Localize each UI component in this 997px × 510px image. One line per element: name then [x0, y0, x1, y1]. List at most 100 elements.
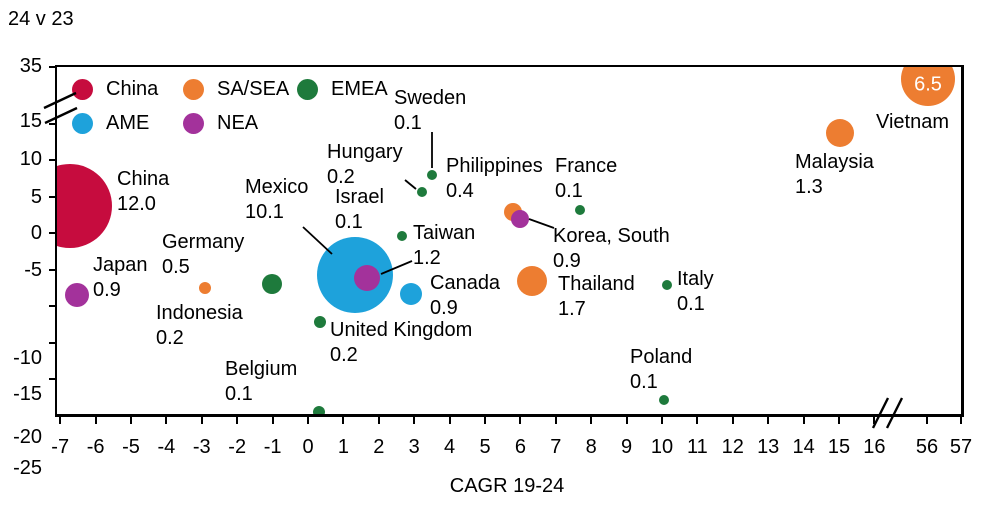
x-tick--5 [130, 416, 132, 424]
x-tick-label-13: 13 [757, 436, 780, 458]
label-line: Thailand [558, 273, 635, 295]
label-line: 0.2 [327, 166, 355, 188]
bubble-malaysia [826, 119, 854, 147]
chart-title: 24 v 23 [8, 8, 74, 30]
label-line: 0.2 [330, 344, 358, 366]
label-line: Taiwan [413, 222, 476, 244]
y-tick-label-15: 15 [19, 110, 42, 132]
legend-label-emea: EMEA [331, 78, 388, 100]
x-tick-label-7: 7 [550, 436, 562, 458]
label-china: China 12.0 [117, 167, 169, 217]
label-line: Hungary [327, 141, 403, 163]
x-tick-3 [413, 416, 416, 424]
x-tick-label-1: 1 [337, 436, 349, 458]
legend-label-sa-sea: SA/SEA [217, 78, 290, 100]
x-tick-12 [731, 416, 734, 424]
label-belgium: Belgium 0.1 [225, 357, 297, 407]
x-tick-10 [661, 416, 663, 424]
label-line: United Kingdom [330, 319, 473, 341]
label-vietnam: Vietnam [876, 110, 949, 135]
x-tick-label--6: -6 [86, 436, 105, 458]
label-united-kingdom: United Kingdom 0.2 [330, 318, 472, 368]
bubble-thailand [517, 266, 547, 296]
x-tick-0 [307, 416, 309, 424]
x-tick--3 [200, 416, 203, 424]
label-line: China [117, 168, 170, 190]
plot-frame [55, 65, 964, 417]
legend-item-ame: AME [72, 112, 149, 135]
legend-swatch-ame-icon [72, 113, 93, 134]
label-germany: Germany 0.5 [162, 230, 244, 280]
bubble-italy [662, 280, 672, 290]
bubble-japan [65, 283, 89, 307]
bubble-israel [397, 231, 407, 241]
legend-item-emea: EMEA [297, 78, 388, 101]
x-tick-label-5: 5 [479, 436, 491, 458]
y-tick-label-5: 5 [30, 186, 42, 208]
label-line: 0.1 [677, 293, 705, 315]
legend-item-china: China [72, 78, 158, 101]
legend-swatch-sa-sea-icon [183, 79, 204, 100]
y-tick-3 [49, 196, 57, 198]
legend-swatch-nea-icon [183, 113, 204, 134]
bubble-united-kingdom [314, 316, 326, 328]
y-tick-label-0: 0 [30, 222, 42, 244]
label-line: 0.1 [555, 180, 583, 202]
bubble-canada [400, 283, 422, 305]
x-tick-56 [926, 416, 928, 424]
x-tick-14 [802, 416, 805, 424]
y-tick-label-15: -15 [13, 383, 42, 405]
bubble-value-vietnam: 6.5 [914, 73, 942, 96]
x-tick-label-4: 4 [444, 436, 456, 458]
y-tick-label-5: -5 [24, 259, 42, 281]
label-line: France [555, 155, 618, 177]
x-tick-label--1: -1 [263, 436, 282, 458]
y-tick-8 [49, 378, 57, 380]
x-tick--7 [59, 416, 62, 424]
label-line: 10.1 [245, 201, 284, 223]
x-tick-7 [554, 416, 557, 424]
label-line: 0.9 [430, 297, 458, 319]
bubble-sweden [427, 170, 437, 180]
x-axis-label: CAGR 19-24 [449, 475, 565, 497]
x-tick-label--3: -3 [192, 436, 211, 458]
x-tick--1 [271, 416, 274, 424]
x-tick-15 [838, 416, 840, 424]
x-tick-label--7: -7 [51, 436, 70, 458]
label-line: 0.1 [225, 383, 253, 405]
x-tick-1 [342, 416, 345, 424]
label-line: 1.7 [558, 298, 586, 320]
label-line: 0.1 [394, 112, 422, 134]
label-line: 0.5 [162, 256, 190, 278]
x-tick-label-6: 6 [514, 436, 526, 458]
x-tick-label-0: 0 [302, 436, 314, 458]
legend-item-nea: NEA [183, 112, 258, 135]
label-line: Canada [430, 272, 501, 294]
label-taiwan: Taiwan 1.2 [413, 221, 475, 271]
label-line: Indonesia [156, 302, 243, 324]
label-line: Germany [162, 231, 245, 253]
label-japan: Japan 0.9 [93, 253, 148, 303]
bubble-korea-south [511, 210, 529, 228]
label-hungary: Hungary 0.2 [327, 140, 403, 190]
y-tick-label-25: -25 [13, 457, 42, 479]
plot-area: China SA/SEA EMEA AME NEA China 12.0 Japan 0.9 Ge… [57, 67, 961, 414]
callout-hungary [404, 179, 417, 190]
label-line: Malaysia [795, 151, 874, 173]
x-tick-label-16: 16 [863, 436, 886, 458]
x-tick-label-15: 15 [827, 436, 851, 458]
label-mexico: Mexico 10.1 [245, 175, 308, 225]
x-tick-label-8: 8 [585, 436, 597, 458]
legend-swatch-china-icon [72, 79, 93, 100]
legend-item-sa-sea: SA/SEA [183, 78, 289, 101]
legend-label-ame: AME [106, 112, 150, 134]
callout-korea-south [528, 218, 555, 229]
y-tick-5 [49, 269, 57, 271]
x-tick-label-12: 12 [721, 436, 744, 458]
x-tick-6 [519, 416, 522, 424]
x-tick-4 [448, 416, 451, 424]
label-thailand: Thailand 1.7 [558, 272, 635, 322]
bubble-taiwan [354, 265, 380, 291]
bubble-belgium [313, 406, 325, 414]
label-line: Mexico [245, 176, 309, 198]
